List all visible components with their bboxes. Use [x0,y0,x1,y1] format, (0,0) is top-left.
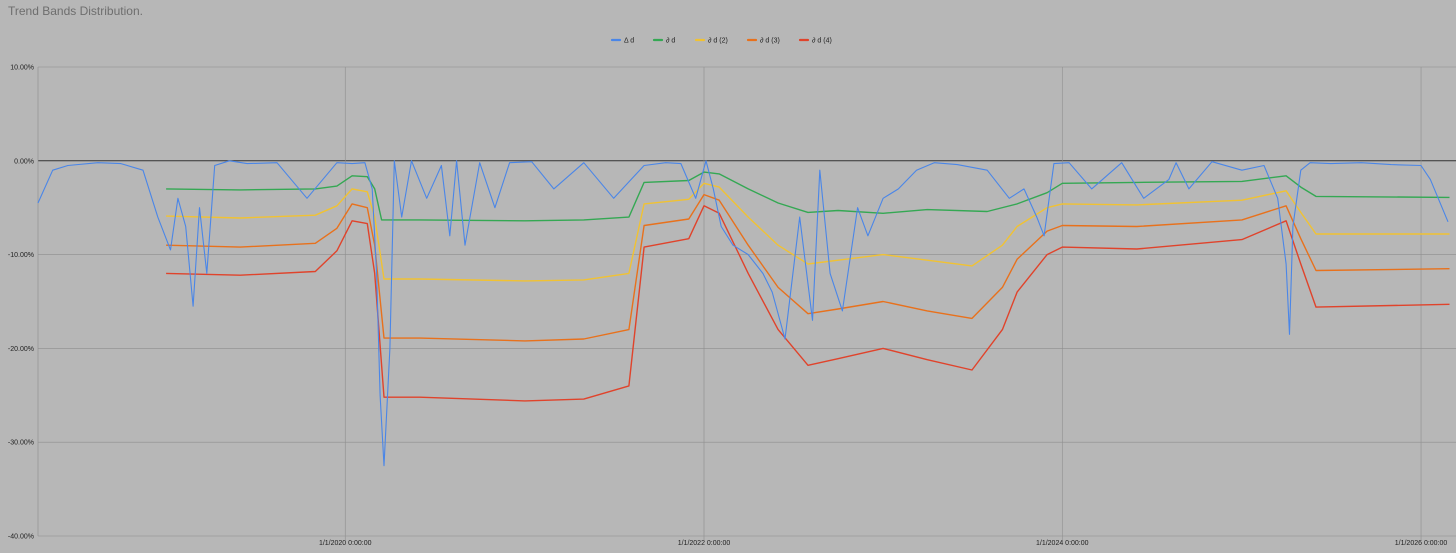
y-tick-label: -10.00% [8,252,34,259]
series-line-3 [166,193,1450,342]
legend: Δ d ∂ d ∂ d (2) ∂ d (3) ∂ d (4) [610,38,832,45]
y-axis: 10.00% 0.00% -10.00% -20.00% -30.00% -40.00% [8,65,34,541]
y-tick-label: -40.00% [8,534,34,541]
y-tick-label: 0.00% [14,158,34,165]
y-tick-label: -30.00% [8,440,34,447]
x-tick-label: 1/1/2024 0:00:00 [1036,540,1089,547]
legend-item-4: ∂ d (4) [798,38,832,45]
legend-item-3: ∂ d (3) [746,38,780,45]
legend-label: Δ d [624,38,634,45]
legend-label: ∂ d [666,38,675,45]
x-tick-label: 1/1/2026 0:00:00 [1395,540,1448,547]
legend-label: ∂ d (4) [812,38,832,45]
legend-item-1: ∂ d [652,38,675,45]
x-axis: 1/1/2020 0:00:00 1/1/2022 0:00:00 1/1/2024… [319,540,1447,547]
y-tick-label: 10.00% [10,65,34,72]
legend-item-0: Δ d [610,38,634,45]
legend-label: ∂ d (2) [708,38,728,45]
series-line-1 [166,171,1450,222]
x-tick-label: 1/1/2020 0:00:00 [319,540,372,547]
y-tick-label: -20.00% [8,346,34,353]
legend-item-2: ∂ d (2) [694,38,728,45]
legend-label: ∂ d (3) [760,38,780,45]
grid-lines [37,66,1456,540]
series-line-0 [37,160,1449,467]
x-tick-label: 1/1/2022 0:00:00 [678,540,731,547]
series-line-2 [166,182,1450,282]
series-lines [37,160,1450,467]
series-line-4 [166,205,1450,402]
chart-title: Trend Bands Distribution. [8,4,143,18]
